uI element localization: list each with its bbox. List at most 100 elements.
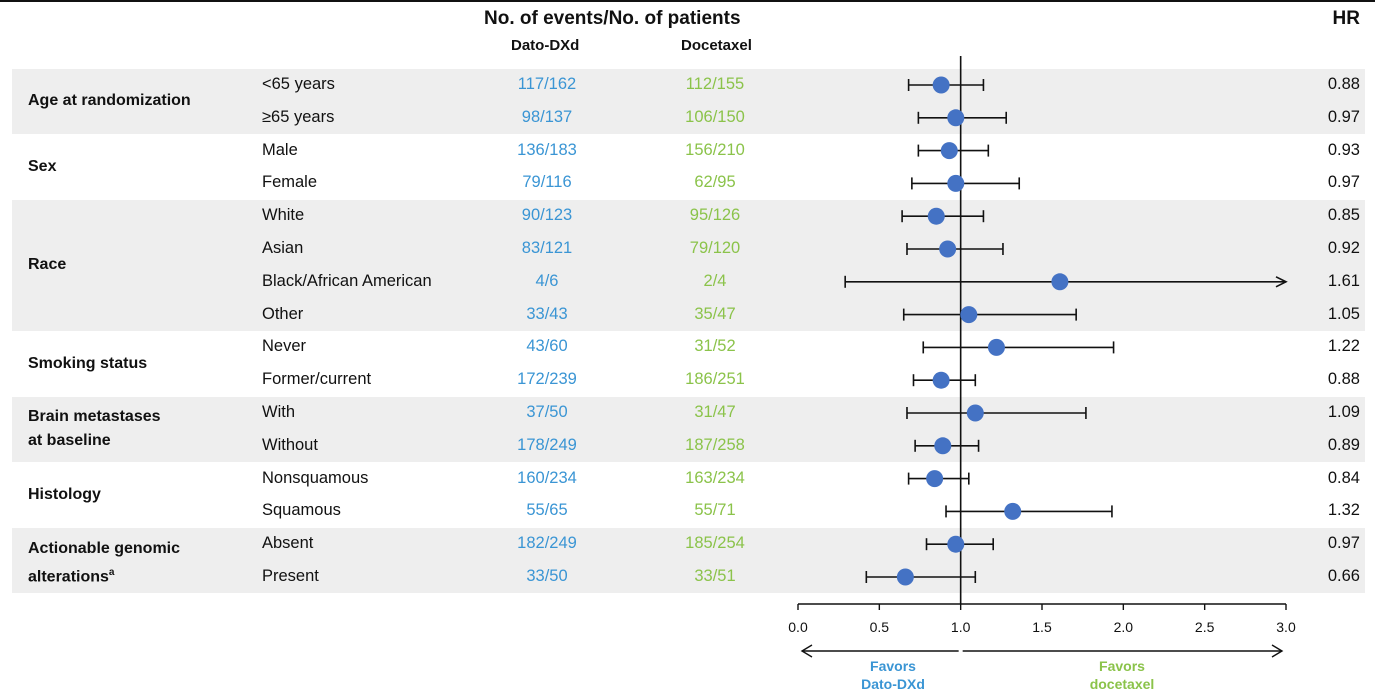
hr-point — [947, 109, 965, 127]
dato-count: 37/50 — [526, 403, 568, 421]
docetaxel-count: 31/52 — [694, 337, 736, 356]
hr-point — [934, 437, 952, 455]
hr-point — [1004, 502, 1022, 520]
docetaxel-count: 79/120 — [689, 239, 741, 257]
hr-point — [927, 207, 945, 225]
subgroup-label: Absent — [262, 534, 314, 553]
top-rule — [0, 0, 1375, 2]
favors-right-arrowhead — [1271, 644, 1284, 658]
docetaxel-count: 2/4 — [703, 271, 727, 290]
hr-header: HR — [1332, 8, 1360, 29]
dato-count: 117/162 — [517, 75, 577, 93]
docetaxel-count: 163/234 — [685, 468, 745, 487]
group-label-line: Smoking status — [28, 354, 148, 372]
subgroup-label: Nonsquamous — [262, 468, 369, 487]
hr-point — [932, 76, 950, 94]
docetaxel-count: 185/254 — [685, 534, 745, 553]
hr-value: 0.85 — [1327, 206, 1360, 225]
dato-count: 136/183 — [517, 140, 577, 159]
docetaxel-count: 187/258 — [685, 435, 745, 454]
x-tick-label: 1.5 — [1032, 619, 1052, 635]
docetaxel-count: 33/51 — [694, 567, 736, 585]
footnote-marker: a — [108, 566, 115, 578]
docetaxel-count: 112/155 — [685, 75, 745, 93]
hr-point — [939, 240, 957, 258]
subgroup-label: White — [262, 206, 305, 225]
subgroup-label: Asian — [262, 239, 304, 257]
dato-count: 33/43 — [526, 304, 568, 323]
docetaxel-count: 186/251 — [685, 370, 745, 389]
group-label-line: Brain metastases — [28, 408, 161, 426]
hr-value: 1.61 — [1327, 271, 1360, 290]
docetaxel-count: 55/71 — [694, 501, 736, 520]
hr-value: 0.97 — [1327, 534, 1360, 553]
docetaxel-count: 31/47 — [694, 403, 736, 421]
docetaxel-count: 35/47 — [694, 304, 736, 323]
favors-dato-label: Dato-DXd — [861, 676, 925, 692]
favors-docetaxel-label: Favors — [1099, 658, 1145, 674]
subgroup-label: Male — [262, 140, 298, 159]
group-band — [12, 397, 1365, 462]
group-label: Smoking status — [28, 352, 147, 376]
hr-point — [960, 306, 978, 324]
dato-arm-header: Dato-DXd — [511, 37, 580, 54]
hr-value: 1.05 — [1327, 304, 1360, 323]
hr-point — [987, 338, 1005, 356]
hr-value: 0.97 — [1327, 107, 1360, 126]
group-band — [12, 69, 1365, 134]
x-tick-label: 1.0 — [951, 619, 971, 635]
subgroup-label: With — [262, 403, 295, 421]
subgroup-label: Never — [262, 337, 307, 356]
dato-count: 98/137 — [521, 107, 573, 126]
dato-count: 43/60 — [526, 337, 568, 356]
group-label: Histology — [28, 483, 101, 507]
hr-value: 1.22 — [1327, 337, 1360, 356]
dato-count: 4/6 — [535, 271, 559, 290]
x-tick-label: 0.5 — [870, 619, 890, 635]
subgroup-label: Without — [262, 435, 318, 454]
favors-docetaxel-label: docetaxel — [1090, 676, 1155, 692]
subgroup-label: Squamous — [262, 501, 341, 520]
hr-value: 0.66 — [1327, 567, 1360, 585]
x-tick-label: 3.0 — [1276, 619, 1296, 635]
dato-count: 55/65 — [526, 501, 568, 520]
dato-count: 79/116 — [522, 173, 572, 192]
group-label-line: Histology — [28, 486, 101, 503]
docetaxel-count: 106/150 — [685, 107, 745, 126]
hr-value: 0.97 — [1327, 173, 1360, 192]
subgroup-label: ≥65 years — [262, 107, 335, 126]
hr-point — [940, 142, 958, 160]
hr-value: 0.88 — [1327, 370, 1360, 389]
dato-count: 160/234 — [517, 468, 577, 487]
docetaxel-count: 95/126 — [689, 206, 741, 225]
hr-value: 0.89 — [1327, 435, 1360, 454]
x-tick-label: 2.5 — [1195, 619, 1215, 635]
hr-point — [896, 568, 914, 586]
hr-point — [1051, 273, 1069, 291]
group-label-line: at baseline — [28, 432, 111, 450]
group-label-line: Actionable genomic — [28, 539, 181, 557]
group-band — [12, 200, 1365, 331]
hr-point — [926, 470, 944, 488]
dato-count: 90/123 — [521, 206, 573, 225]
group-label-line: Age at randomization — [28, 92, 191, 110]
hr-point — [947, 174, 965, 192]
hr-value: 0.88 — [1327, 75, 1360, 93]
subgroup-label: Present — [262, 567, 319, 585]
x-tick-label: 0.0 — [788, 619, 808, 635]
dato-count: 33/50 — [526, 567, 568, 585]
group-label-line: Race — [28, 256, 67, 274]
subgroup-label: Black/African American — [262, 271, 432, 290]
events-header: No. of events/No. of patients — [484, 8, 741, 29]
subgroup-label: Other — [262, 304, 304, 323]
hr-value: 1.32 — [1327, 501, 1360, 520]
favors-left-arrowhead — [800, 644, 813, 658]
ci-arrow-right — [1275, 276, 1288, 288]
dato-count: 83/121 — [521, 239, 573, 257]
hr-point — [932, 371, 950, 389]
hr-value: 1.09 — [1327, 403, 1360, 421]
subgroup-label: Female — [262, 173, 318, 192]
group-label: Brain metastases at baseline — [28, 405, 161, 453]
group-band — [12, 528, 1365, 593]
